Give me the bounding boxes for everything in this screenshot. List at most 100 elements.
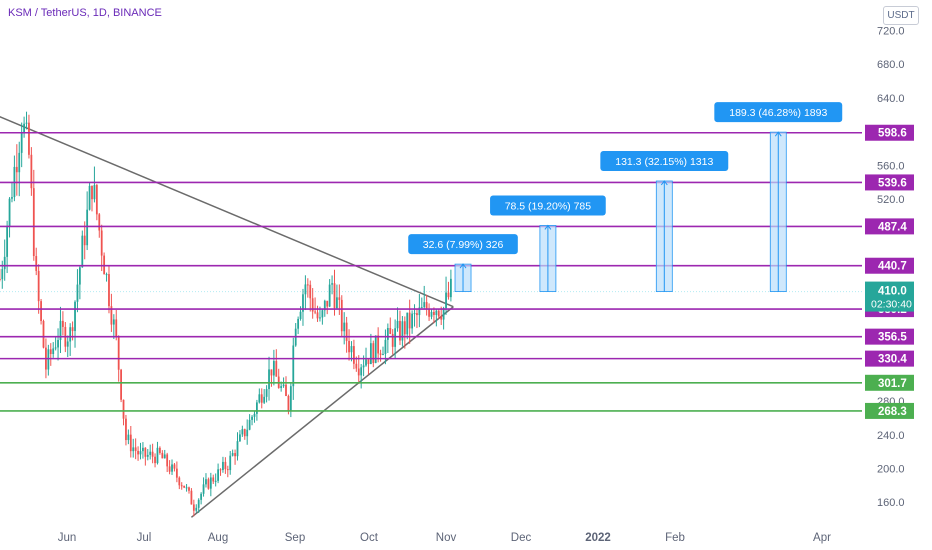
candle-body[interactable] <box>8 198 11 227</box>
candle-body[interactable] <box>331 283 333 285</box>
candle-body[interactable] <box>49 349 52 355</box>
candle-body[interactable] <box>42 320 45 348</box>
candle-body[interactable] <box>183 485 186 488</box>
candle-body[interactable] <box>226 469 229 471</box>
candle-body[interactable] <box>98 214 101 231</box>
horizontal-levels[interactable] <box>0 131 862 412</box>
candle-body[interactable] <box>423 302 426 308</box>
candle-body[interactable] <box>217 469 219 481</box>
candle-body[interactable] <box>222 461 224 470</box>
candle-body[interactable] <box>3 256 6 270</box>
candlesticks[interactable] <box>0 111 452 517</box>
candle-body[interactable] <box>137 450 139 455</box>
candle-body[interactable] <box>362 365 365 368</box>
candle-body[interactable] <box>127 434 130 441</box>
candle-body[interactable] <box>95 185 98 215</box>
candle-body[interactable] <box>144 447 147 457</box>
candle-body[interactable] <box>139 451 142 455</box>
candle-body[interactable] <box>125 418 127 441</box>
candle-body[interactable] <box>442 308 445 320</box>
candle-body[interactable] <box>263 396 266 403</box>
candle-body[interactable] <box>268 369 270 390</box>
candle-body[interactable] <box>200 493 203 500</box>
candle-body[interactable] <box>365 359 367 366</box>
candle-body[interactable] <box>197 499 200 508</box>
candle-body[interactable] <box>403 321 406 335</box>
candle-body[interactable] <box>108 274 110 307</box>
candle-body[interactable] <box>115 319 118 337</box>
candle-body[interactable] <box>209 477 212 489</box>
trendline-2[interactable] <box>190 306 454 518</box>
candle-body[interactable] <box>382 353 384 355</box>
candle-body[interactable] <box>112 319 115 325</box>
candle-body[interactable] <box>357 368 360 376</box>
candle-body[interactable] <box>450 278 452 298</box>
candle-body[interactable] <box>57 339 59 348</box>
candle-body[interactable] <box>408 312 411 329</box>
candle-body[interactable] <box>374 335 377 363</box>
candle-body[interactable] <box>105 274 108 276</box>
candle-body[interactable] <box>272 361 275 376</box>
candle-body[interactable] <box>328 284 331 307</box>
candle-body[interactable] <box>163 454 166 459</box>
candle-body[interactable] <box>369 343 372 365</box>
candle-body[interactable] <box>258 394 261 403</box>
candle-body[interactable] <box>418 307 421 316</box>
candle-body[interactable] <box>23 123 25 134</box>
candle-body[interactable] <box>91 185 93 200</box>
candle-body[interactable] <box>219 469 222 471</box>
candle-body[interactable] <box>1 269 4 280</box>
candle-body[interactable] <box>333 283 336 309</box>
candle-body[interactable] <box>260 394 263 403</box>
candle-body[interactable] <box>178 477 181 486</box>
candle-body[interactable] <box>396 320 399 329</box>
candle-body[interactable] <box>168 466 171 472</box>
candle-body[interactable] <box>188 487 190 491</box>
candle-body[interactable] <box>340 299 343 332</box>
candle-body[interactable] <box>214 480 217 482</box>
candle-body[interactable] <box>146 454 149 457</box>
candle-body[interactable] <box>445 292 447 309</box>
candle-body[interactable] <box>243 429 246 437</box>
candle-body[interactable] <box>430 311 433 317</box>
candle-body[interactable] <box>120 369 122 400</box>
candle-body[interactable] <box>212 477 215 482</box>
candle-body[interactable] <box>134 447 137 451</box>
candle-body[interactable] <box>52 348 55 355</box>
candle-body[interactable] <box>6 226 9 257</box>
candle-body[interactable] <box>74 301 76 332</box>
candle-body[interactable] <box>173 464 176 469</box>
candle-body[interactable] <box>81 235 84 268</box>
candle-body[interactable] <box>447 292 450 298</box>
trendline-1[interactable] <box>0 115 454 308</box>
candle-body[interactable] <box>161 452 164 459</box>
candle-body[interactable] <box>389 328 392 334</box>
candle-body[interactable] <box>379 353 382 355</box>
candle-body[interactable] <box>122 399 125 419</box>
currency-button[interactable]: USDT <box>883 6 919 25</box>
candle-body[interactable] <box>353 346 355 364</box>
candle-body[interactable] <box>435 310 438 315</box>
candle-body[interactable] <box>180 485 183 487</box>
candle-body[interactable] <box>289 386 292 411</box>
candle-body[interactable] <box>314 311 316 313</box>
candle-body[interactable] <box>377 335 380 354</box>
candle-body[interactable] <box>239 434 241 442</box>
candle-body[interactable] <box>28 122 30 155</box>
candle-body[interactable] <box>78 267 81 285</box>
candle-body[interactable] <box>399 320 401 341</box>
candle-body[interactable] <box>326 300 329 307</box>
candle-body[interactable] <box>156 447 159 464</box>
candle-body[interactable] <box>76 284 79 302</box>
target-projections[interactable]: 32.6 (7.99%) 326 78.5 (19.20%) 785 131.3 (… <box>408 102 843 292</box>
candle-body[interactable] <box>384 339 387 354</box>
candle-body[interactable] <box>428 309 430 317</box>
candle-body[interactable] <box>348 340 350 353</box>
candle-body[interactable] <box>372 343 375 363</box>
candle-body[interactable] <box>66 341 69 347</box>
candle-body[interactable] <box>253 413 256 417</box>
candle-body[interactable] <box>433 311 435 315</box>
candle-body[interactable] <box>192 504 195 511</box>
candle-body[interactable] <box>350 346 353 353</box>
candle-body[interactable] <box>93 185 96 200</box>
